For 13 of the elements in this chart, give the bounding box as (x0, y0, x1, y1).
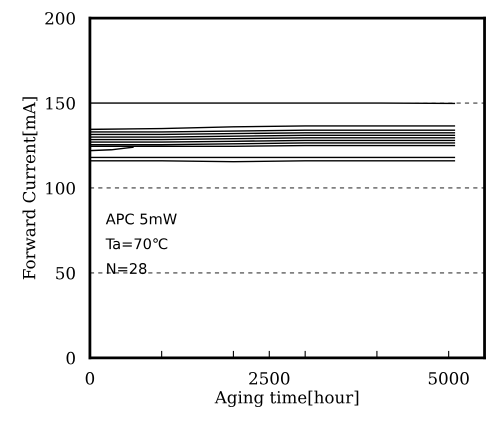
x-tick-label: 2500 (249, 372, 290, 385)
y-tick-label: 0 (66, 352, 75, 364)
x-tick-label: 0 (86, 372, 94, 385)
y-tick-label: 50 (56, 266, 75, 280)
y-tick-label: 150 (46, 97, 75, 110)
annotation: APC 5mW (106, 213, 177, 224)
x-tick-label: 5000 (428, 372, 469, 385)
y-tick-label: 100 (46, 182, 75, 195)
y-tick-label: 200 (45, 12, 75, 25)
annotation: N=28 (107, 263, 146, 274)
annotation: Ta=70℃ (106, 238, 168, 250)
x-axis-title: Aging time[hour] (214, 390, 358, 408)
y-axis-title: Forward Current[mA] (22, 97, 38, 280)
